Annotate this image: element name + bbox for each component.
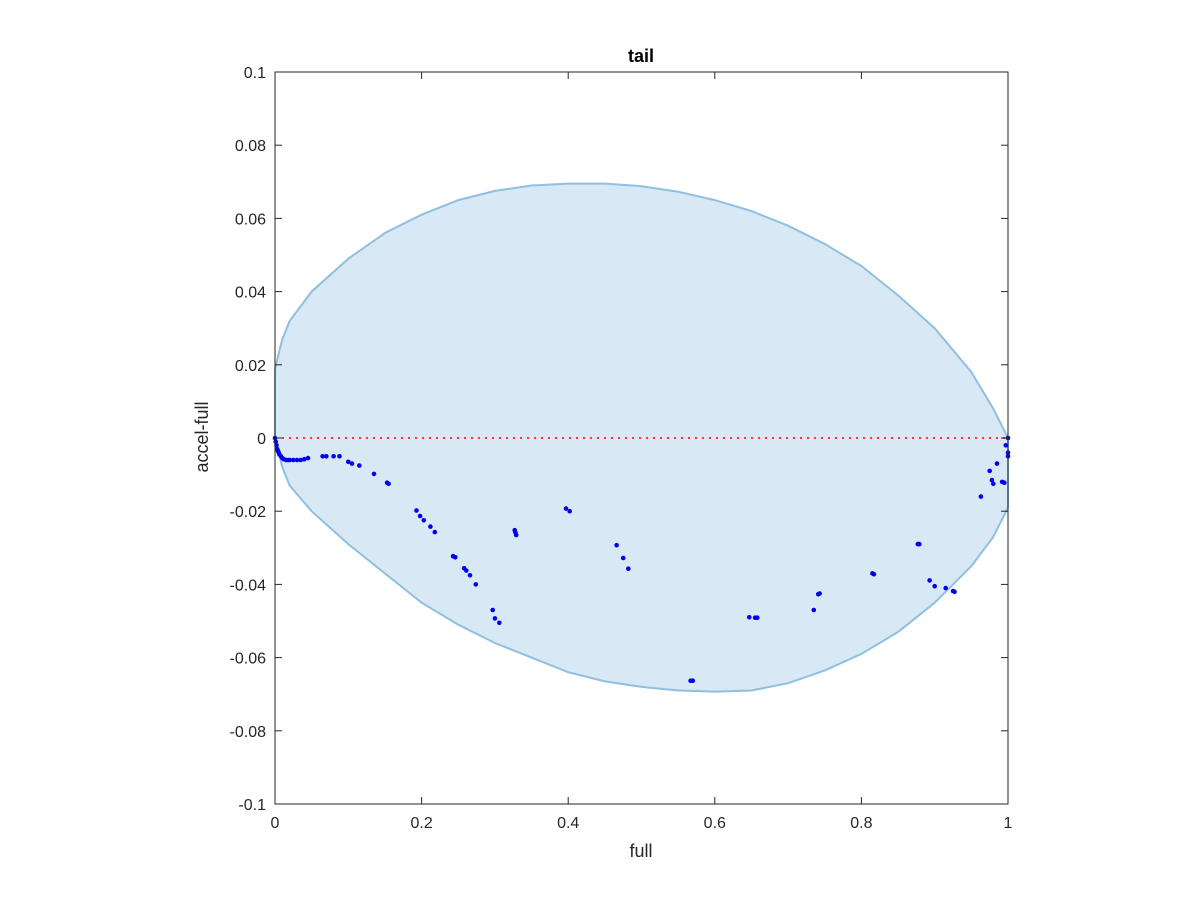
y-tick-labels: -0.1 -0.08 -0.06 -0.04 -0.02 0 0.02 0.04 0.06 0.0…: [230, 65, 267, 814]
y-tick-label: 0: [257, 431, 266, 448]
data-point: [1002, 480, 1007, 486]
data-point: [620, 555, 626, 561]
data-point: [978, 494, 984, 499]
data-point: [371, 471, 377, 477]
data-point: [747, 615, 752, 620]
data-point: [331, 454, 336, 459]
chart-title: tail: [628, 46, 654, 66]
data-point: [817, 591, 822, 596]
x-tick-label: 1: [1004, 815, 1013, 832]
data-point: [989, 477, 995, 483]
y-tick-label: 0.1: [244, 65, 266, 82]
data-point: [294, 457, 300, 463]
x-tick-label: 0.6: [704, 815, 726, 832]
y-tick-label: 0.04: [235, 285, 266, 302]
data-point: [287, 457, 293, 463]
data-point: [811, 607, 817, 613]
y-axis-label: accel-full: [192, 401, 212, 472]
axis-ticks: [274, 71, 1009, 805]
data-point: [432, 529, 438, 535]
data-point: [917, 541, 922, 547]
data-point: [337, 454, 342, 459]
data-point: [453, 555, 458, 560]
data-point: [690, 678, 696, 683]
data-point: [320, 454, 325, 459]
data-point: [464, 568, 469, 573]
data-point: [927, 578, 932, 583]
data-point: [952, 589, 957, 594]
data-point: [567, 508, 572, 514]
y-tick-label: 0.08: [235, 138, 266, 155]
data-point: [417, 513, 423, 519]
data-point: [987, 468, 992, 474]
x-tick-label: 0.8: [850, 815, 872, 832]
data-point: [513, 532, 519, 538]
data-point: [626, 566, 631, 571]
data-point: [492, 616, 498, 621]
y-tick-label: -0.04: [230, 577, 267, 594]
data-point: [298, 457, 304, 463]
y-tick-label: -0.06: [230, 651, 267, 668]
x-axis-label: full: [629, 841, 652, 861]
data-point: [357, 463, 362, 468]
data-point: [1003, 443, 1009, 448]
data-point: [490, 607, 496, 613]
y-tick-label: 0.02: [235, 358, 266, 375]
y-tick-label: -0.02: [230, 504, 267, 521]
data-point: [563, 506, 569, 511]
data-point: [386, 481, 391, 487]
x-tick-labels: 0 0.2 0.4 0.6 0.8 1: [271, 815, 1013, 832]
data-point: [291, 457, 296, 463]
data-point: [428, 524, 433, 529]
data-point: [324, 454, 329, 459]
data-point: [991, 481, 996, 487]
data-point: [473, 582, 479, 587]
data-point: [497, 620, 502, 626]
data-point: [302, 456, 307, 462]
data-point: [614, 542, 619, 548]
x-tick-label: 0: [271, 815, 280, 832]
data-point: [346, 459, 351, 465]
data-point: [755, 615, 760, 620]
x-tick-label: 0.2: [410, 815, 432, 832]
data-point: [932, 583, 937, 589]
y-tick-label: 0.06: [235, 211, 266, 228]
data-point: [421, 518, 427, 523]
data-point: [414, 508, 419, 513]
y-tick-label: -0.08: [230, 724, 267, 741]
data-point: [349, 461, 355, 466]
data-point: [467, 573, 473, 578]
data-point: [871, 571, 877, 577]
data-point: [305, 455, 311, 461]
y-tick-label: -0.1: [238, 797, 266, 814]
data-point: [994, 461, 1000, 466]
data-point: [943, 585, 948, 591]
data-points: [272, 435, 1011, 683]
x-tick-label: 0.4: [557, 815, 579, 832]
